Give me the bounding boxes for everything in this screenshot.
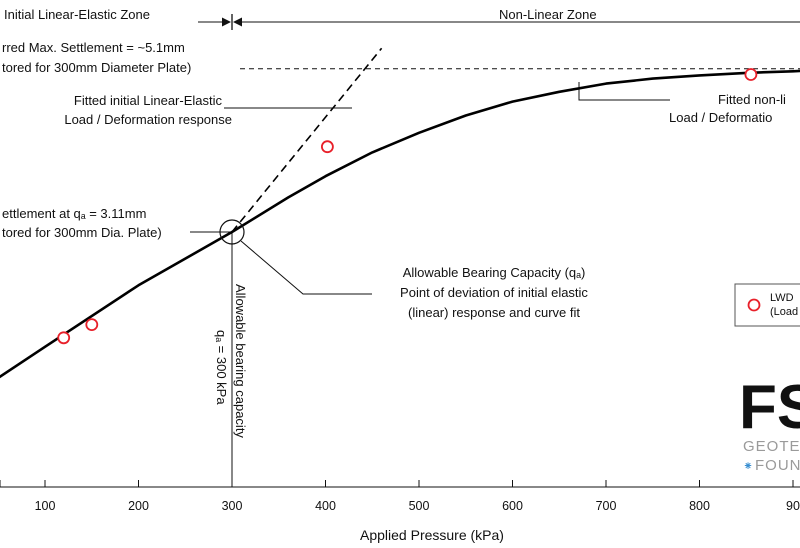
x-tick-label: 600 — [502, 499, 523, 513]
logo-line2: FOUN — [755, 457, 800, 474]
logo-main: FS — [739, 373, 800, 442]
max-settlement-label-line2: tored for 300mm Diameter Plate) — [2, 60, 191, 75]
fitted-curve — [0, 69, 800, 379]
settlement-qa-label-line2: tored for 300mm Dia. Plate) — [2, 225, 162, 240]
data-point — [57, 331, 71, 345]
legend-label-line1: LWD — [770, 292, 794, 304]
fitted-nonlinear-label-line2: Load / Deformatio — [669, 110, 772, 125]
legend: LWD (Load — [734, 283, 800, 327]
data-point — [320, 140, 334, 154]
abc-label-line3: (linear) response and curve fit — [408, 305, 580, 320]
x-axis-ticks: 100 200 300 400 500 600 700 800 90 — [0, 480, 800, 513]
x-tick-label: 700 — [596, 499, 617, 513]
zone-right-label: Non-Linear Zone — [499, 7, 597, 22]
abc-leader — [240, 240, 372, 295]
x-axis-title: Applied Pressure (kPa) — [360, 527, 504, 543]
plot-area — [0, 47, 800, 379]
x-tick-label: 500 — [409, 499, 430, 513]
abc-label-line2: Point of deviation of initial elastic — [400, 285, 588, 300]
data-point — [744, 68, 758, 81]
logo-mark-icon: ⁕ — [743, 459, 753, 473]
qa-highlight-circle — [219, 219, 245, 245]
data-point — [85, 318, 99, 332]
zone-left-label: Initial Linear-Elastic Zone — [4, 7, 150, 22]
legend-box — [734, 283, 800, 327]
x-tick-label: 90 — [786, 499, 800, 513]
logo-line1: GEOTE — [743, 438, 800, 455]
qa-vertical-label-line1: Allowable bearing capacity — [233, 284, 248, 438]
fitted-nonlinear-label-line1: Fitted non-li — [718, 92, 786, 107]
x-tick-label: 300 — [222, 499, 243, 513]
fitted-linear-label-line1: Fitted initial Linear-Elastic — [74, 93, 223, 108]
legend-marker — [747, 298, 761, 312]
company-logo: FS GEOTE ⁕ FOUN — [739, 373, 800, 474]
settlement-qa-label-line1: ettlement at qₐ = 3.11mm — [2, 206, 146, 221]
linear-extrapolation-line — [231, 47, 383, 233]
zone-left-arrow — [222, 17, 231, 27]
zone-right-arrow — [233, 17, 242, 27]
zone-header: Initial Linear-Elastic Zone Non-Linear Z… — [4, 7, 800, 30]
max-settlement-label-line1: rred Max. Settlement = ~5.1mm — [2, 40, 185, 55]
x-tick-label: 800 — [689, 499, 710, 513]
qa-vertical-label-line2: qₐ = 300 kPa — [214, 330, 229, 405]
x-tick-label: 100 — [35, 499, 56, 513]
fitted-linear-label-line2: Load / Deformation response — [64, 112, 232, 127]
legend-label-line2: (Load — [770, 306, 798, 318]
x-tick-label: 400 — [315, 499, 336, 513]
x-tick-label: 200 — [128, 499, 149, 513]
abc-label-line1: Allowable Bearing Capacity (qₐ) — [403, 265, 586, 280]
